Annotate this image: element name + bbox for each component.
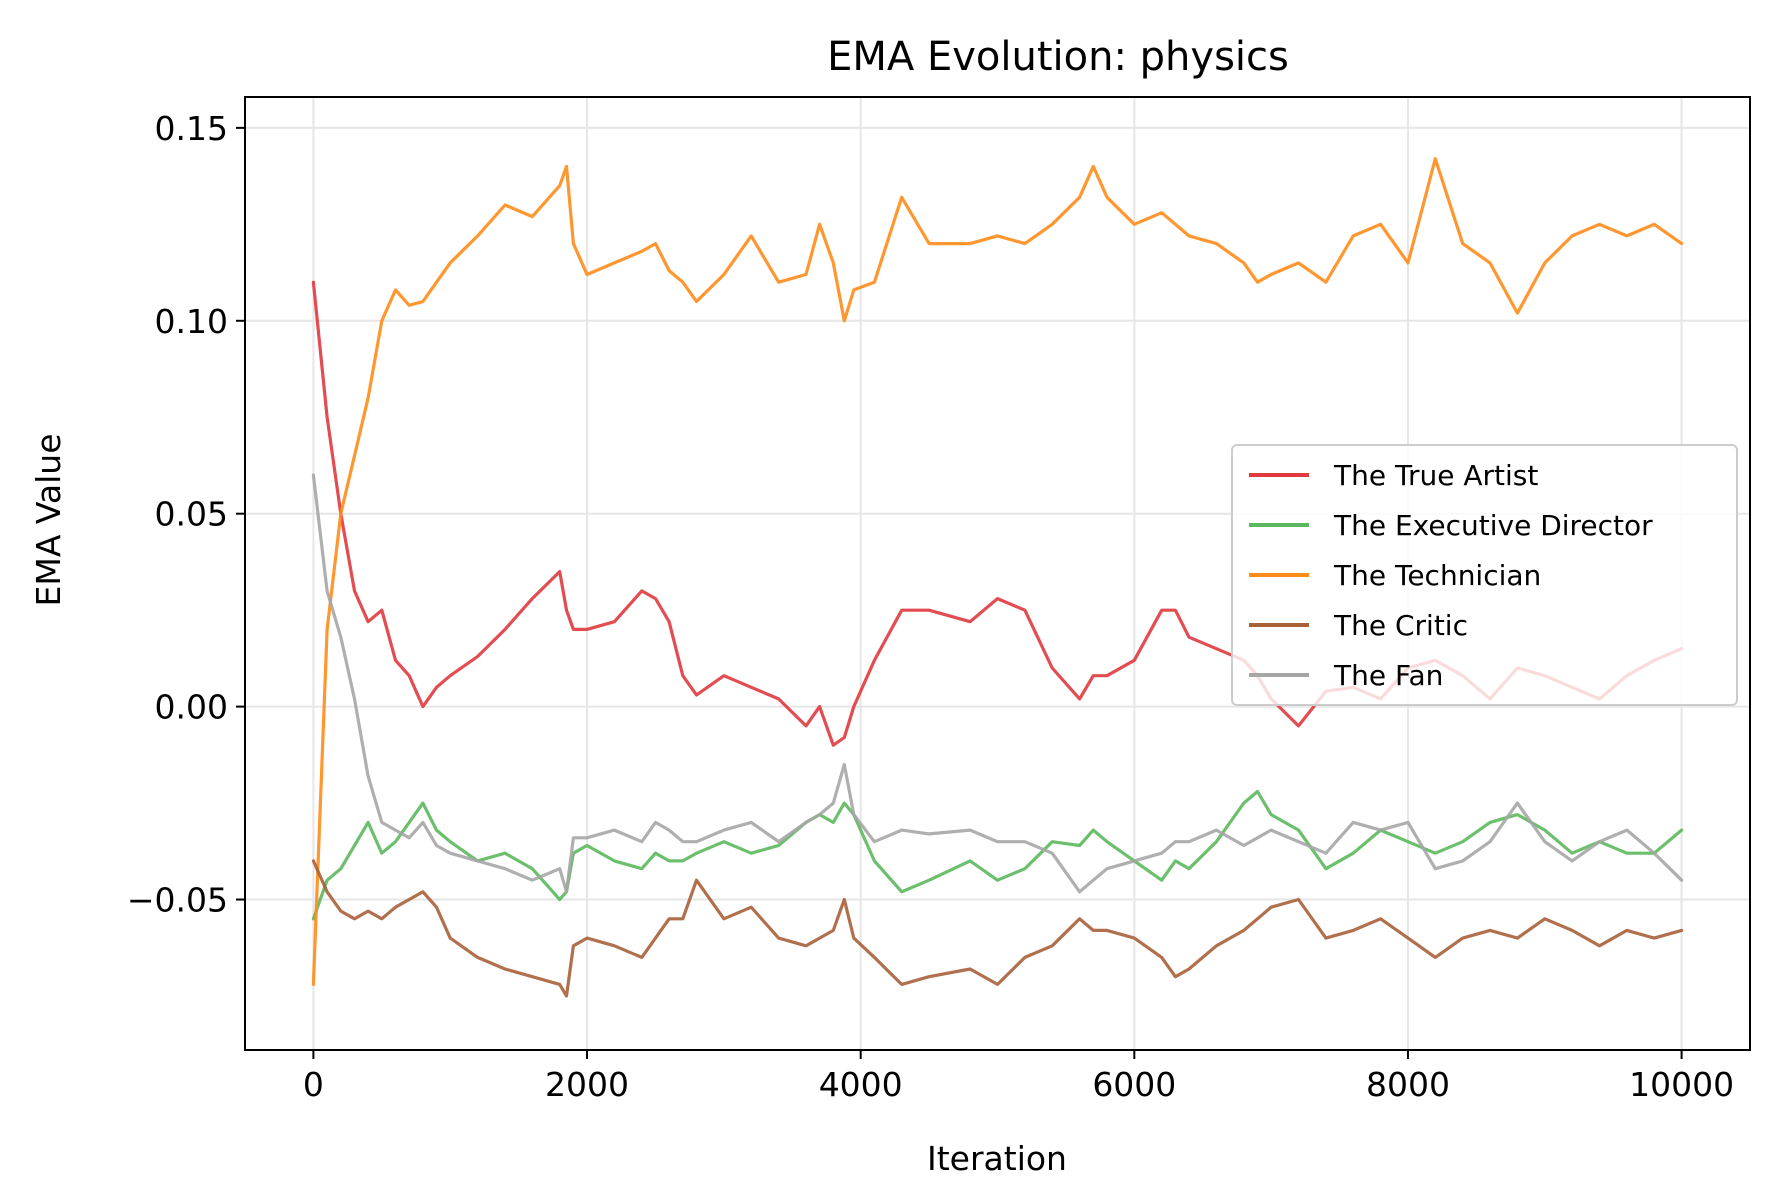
legend-frame	[1231, 444, 1738, 706]
x-axis-label: Iteration	[927, 1139, 1067, 1178]
chart-title: EMA Evolution: physics	[827, 34, 1289, 80]
series-line-the-technician	[311, 157, 1684, 987]
plot-area-frame	[244, 96, 1751, 1051]
x-tick-label: 10000	[1629, 1065, 1734, 1104]
legend-entry-label: The True Artist	[1333, 459, 1538, 492]
y-axis-label: EMA Value	[29, 433, 68, 606]
legend: The True Artist The Executive Director The…	[1231, 444, 1738, 706]
legend-entry-label: The Executive Director	[1333, 509, 1653, 542]
x-tick-label: 2000	[545, 1065, 629, 1104]
x-tick-label: 6000	[1092, 1065, 1176, 1104]
series-line-the-critic	[311, 859, 1684, 998]
y-tick-label: 0.15	[155, 109, 228, 148]
y-tick-label: 0.00	[155, 688, 228, 727]
y-tick-label: 0.10	[155, 302, 228, 341]
legend-entry-label: The Technician	[1333, 559, 1541, 592]
x-axis: 0 2000 4000 6000 8000 10000	[303, 1050, 1734, 1104]
x-tick-label: 4000	[819, 1065, 903, 1104]
grid-layer	[245, 97, 1750, 1050]
series-line-the-executive-director	[311, 789, 1684, 921]
series-line-the-fan	[311, 473, 1684, 894]
y-tick-label: −0.05	[127, 881, 228, 920]
legend-entry-label: The Fan	[1333, 659, 1443, 692]
legend-entry-label: The Critic	[1333, 609, 1468, 642]
y-tick-label: 0.05	[155, 495, 228, 534]
x-tick-label: 8000	[1366, 1065, 1450, 1104]
y-axis: −0.05 0.00 0.05 0.10 0.15	[127, 109, 245, 920]
x-tick-label: 0	[303, 1065, 324, 1104]
